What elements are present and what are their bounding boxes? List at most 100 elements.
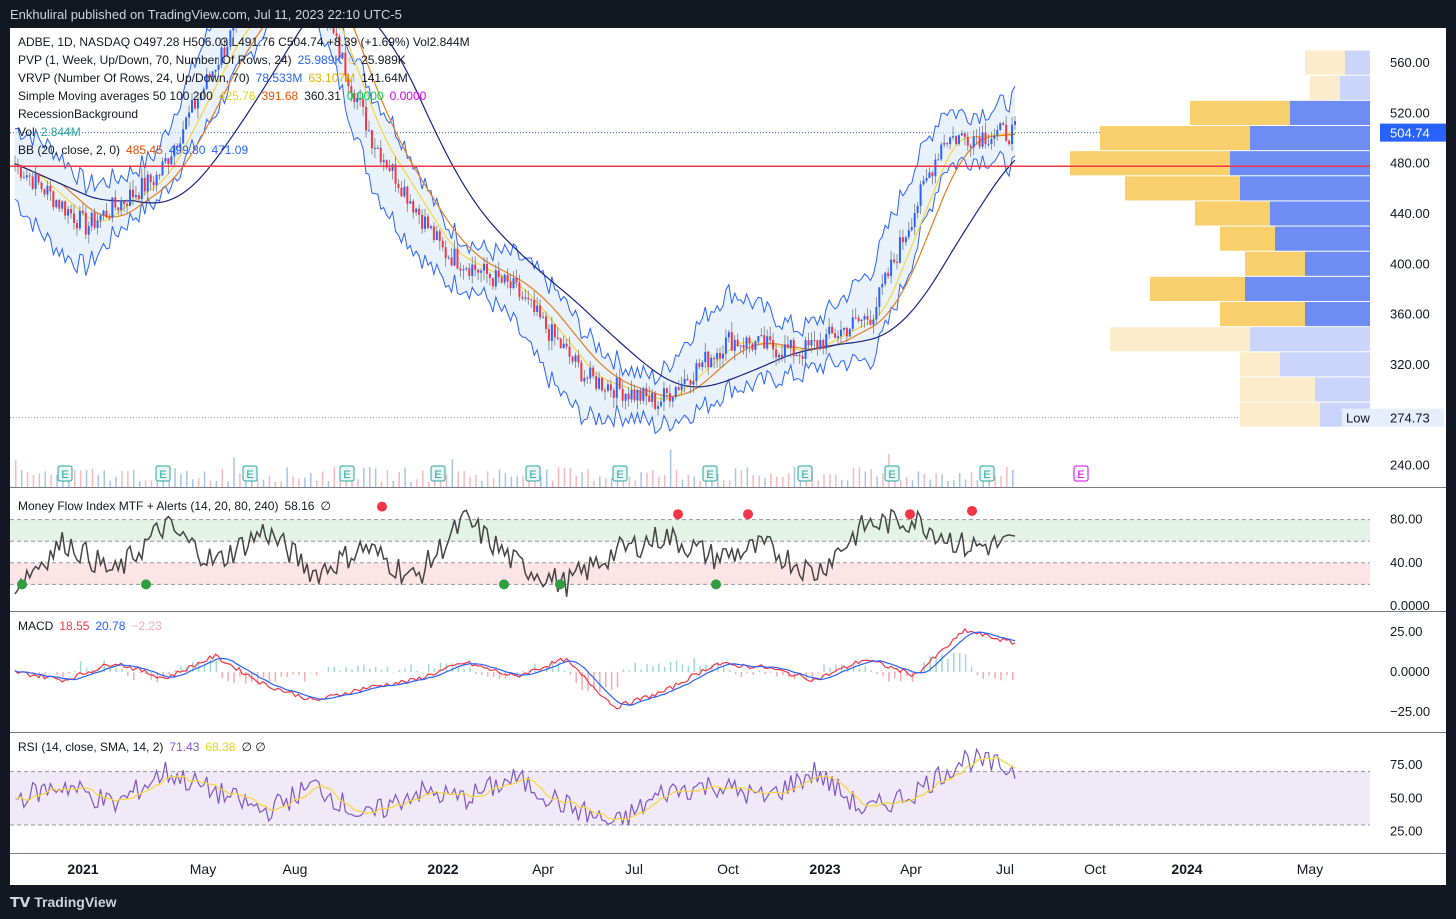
candle-body bbox=[453, 248, 456, 266]
candle-body bbox=[780, 355, 783, 358]
time-axis-label: 2023 bbox=[809, 861, 840, 877]
volume-profile-up-bar bbox=[1245, 276, 1370, 301]
candle-body bbox=[580, 362, 583, 382]
candle-body bbox=[176, 145, 179, 149]
price-pane[interactable]: E E E E E E E E E E E E 560.00 520.00 480.00 440.00 400.… bbox=[10, 0, 1446, 487]
volume-bar bbox=[941, 474, 943, 487]
candle-body bbox=[43, 189, 46, 195]
macd-histogram-bar bbox=[256, 672, 259, 685]
candle-body bbox=[406, 186, 409, 204]
volume-bar bbox=[1012, 469, 1014, 487]
bollinger-band-fill bbox=[15, 0, 1015, 434]
volume-bar bbox=[215, 481, 218, 487]
candle-body bbox=[64, 201, 67, 216]
time-axis-label: 2022 bbox=[427, 861, 458, 877]
macd-histogram-bar bbox=[357, 665, 359, 672]
volume-bar bbox=[640, 472, 642, 487]
candle-body bbox=[152, 181, 155, 186]
macd-histogram-bar bbox=[970, 666, 973, 672]
candle-body bbox=[542, 316, 545, 318]
candle-body bbox=[875, 306, 878, 320]
volume-bar bbox=[386, 469, 389, 487]
chart-frame[interactable]: E E E E E E E E E E E E 560.00 520.00 480.00 440.00 400.… bbox=[10, 0, 1446, 885]
macd-histogram-bar bbox=[711, 664, 713, 672]
macd-v2: 20.78 bbox=[95, 619, 126, 633]
macd-histogram-bar bbox=[174, 669, 176, 672]
macd-histogram-bar bbox=[669, 661, 672, 672]
macd-histogram-bar bbox=[292, 672, 294, 675]
volume-profile-up-bar bbox=[1290, 100, 1370, 125]
candle-body bbox=[185, 117, 188, 130]
legend-value: 485.45 bbox=[126, 143, 163, 157]
volume-bar bbox=[593, 481, 595, 487]
macd-histogram-bar bbox=[516, 672, 518, 675]
macd-histogram-bar bbox=[770, 672, 772, 673]
candle-body bbox=[515, 278, 518, 283]
candle-body bbox=[512, 278, 515, 289]
macd-histogram-bar bbox=[681, 664, 684, 672]
candle-body bbox=[822, 340, 825, 349]
volume-bar bbox=[835, 474, 837, 487]
time-axis-label: 2024 bbox=[1171, 861, 1202, 877]
macd-histogram-bar bbox=[947, 659, 949, 672]
price-axis-label: 400.00 bbox=[1390, 256, 1430, 271]
earnings-badge bbox=[979, 465, 995, 482]
candle-body bbox=[966, 136, 969, 146]
earnings-badge bbox=[430, 465, 446, 482]
candle-body bbox=[975, 136, 978, 138]
macd-histogram-bar bbox=[315, 672, 318, 676]
candle-body bbox=[444, 247, 447, 259]
rsi-pane[interactable]: 75.00 50.00 25.00 RSI (14, close, SMA, 14,… bbox=[10, 733, 1446, 853]
earnings-marker: E bbox=[155, 465, 171, 482]
macd-histogram-bar bbox=[705, 665, 707, 672]
macd-histogram-bar bbox=[245, 672, 247, 684]
candle-body bbox=[757, 336, 760, 342]
volume-profile-down-bar bbox=[1245, 251, 1305, 276]
mfi-chart-svg[interactable]: 80.00 40.00 0.0000 bbox=[10, 488, 1446, 613]
candle-body bbox=[683, 378, 686, 384]
volume-bar bbox=[793, 467, 796, 487]
candle-body bbox=[925, 178, 928, 181]
earnings-badge bbox=[525, 465, 541, 482]
mfi-pane[interactable]: 80.00 40.00 0.0000 Money Flow Index MTF + … bbox=[10, 488, 1446, 613]
rsi-v1: 71.43 bbox=[169, 740, 200, 754]
candle-body bbox=[477, 269, 480, 273]
volume-bar bbox=[705, 479, 707, 487]
candle-body bbox=[409, 201, 412, 204]
publish-text: Enkhuliral published on TradingView.com,… bbox=[10, 7, 402, 22]
rsi-chart-svg[interactable]: 75.00 50.00 25.00 bbox=[10, 733, 1446, 853]
volume-bar bbox=[516, 476, 518, 487]
earnings-marker: E bbox=[884, 465, 900, 482]
volume-bar bbox=[73, 470, 76, 487]
macd-histogram-bar bbox=[687, 665, 690, 672]
candle-body bbox=[509, 281, 512, 289]
macd-histogram-bar bbox=[1012, 672, 1014, 681]
volume-bar bbox=[587, 468, 589, 487]
candle-body bbox=[61, 201, 64, 209]
macd-chart-svg[interactable]: 25.00 0.0000 −25.00 bbox=[10, 612, 1446, 732]
candle-body bbox=[533, 300, 536, 313]
candle-body bbox=[335, 33, 338, 37]
candle-body bbox=[1014, 121, 1016, 125]
price-axis-label: 360.00 bbox=[1390, 307, 1430, 322]
volume-profile-up-bar bbox=[1230, 151, 1370, 176]
candle-body bbox=[754, 341, 757, 350]
volume-bar bbox=[309, 472, 312, 487]
candle-body bbox=[31, 176, 34, 189]
macd-histogram-bar bbox=[953, 653, 955, 672]
candle-body bbox=[211, 71, 214, 78]
candle-body bbox=[792, 340, 795, 357]
volume-bar bbox=[770, 473, 772, 487]
volume-bar bbox=[245, 478, 247, 487]
candle-body bbox=[376, 147, 379, 149]
time-axis-svg[interactable]: 2021 May Aug 2022 Apr Jul Oct 2023 Apr Jul Oct 2024… bbox=[10, 854, 1446, 885]
price-legend: ADBE, 1D, NASDAQ O497.28 H506.03 L491.76… bbox=[18, 34, 476, 160]
candle-body bbox=[848, 328, 851, 337]
time-axis[interactable]: 2021 May Aug 2022 Apr Jul Oct 2023 Apr Jul Oct 2024… bbox=[10, 854, 1446, 885]
tradingview-logo[interactable]: 𝗧𝗩 TradingView bbox=[10, 894, 117, 911]
macd-pane[interactable]: 25.00 0.0000 −25.00 MACD 18.55 20.78 −2.23 bbox=[10, 612, 1446, 732]
volume-profile-down-bar bbox=[1220, 226, 1275, 251]
macd-histogram-bar bbox=[410, 664, 412, 672]
price-chart-svg[interactable]: E E E E E E E E E E E E 560.00 520.00 480.00 440.00 400.… bbox=[10, 0, 1446, 487]
volume-profile-up-bar bbox=[1305, 251, 1370, 276]
